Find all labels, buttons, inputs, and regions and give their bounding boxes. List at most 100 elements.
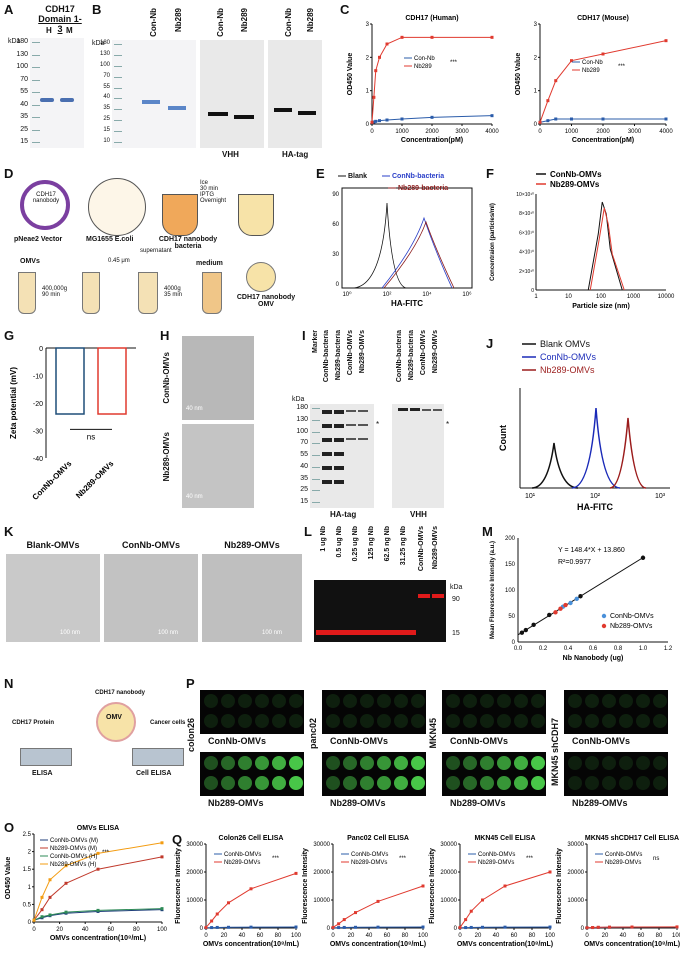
well [497,694,511,708]
panel-b-ha-lane-nb289: Nb289 [306,8,315,33]
b-ladder-band [114,76,122,78]
spin2-text: 4000g 35 min [164,286,183,298]
band-i-vhh-1 [398,408,408,411]
data-point-standard [519,630,525,635]
x-tick-label: 1.0 [639,646,648,652]
data-point [160,855,164,859]
data-point-standard [578,594,583,599]
well [585,694,599,708]
y-tick-label: 30 [332,252,339,258]
plate-colon26-nb289 [200,752,304,796]
data-point [249,925,253,929]
western-blot-i-ha [310,404,374,508]
data-point [400,117,404,121]
legend-label: Nb289-OMVs [478,860,514,866]
x-axis-label: OMVs concentration(10⁸/mL) [330,941,426,948]
x-tick-label: 10⁴ [422,291,432,298]
n-elisa-plate-icon [20,748,72,766]
plasmid-text: CDH17 nanobody [32,192,60,204]
x-tick-label: 10² [383,292,392,298]
well [411,776,425,790]
x-tick-label: 1000 [395,129,409,135]
y-tick-label: 0 [200,926,204,932]
legend-label: Nb289-OMVs [610,623,653,630]
well [463,776,477,790]
a-marker-70: 70 [20,75,28,83]
plate-panc02-connb [322,690,426,734]
b-ladder-band [114,44,122,45]
tube2-icon [82,272,100,314]
scale-k-0: 100 nm [60,630,81,636]
well [360,714,374,728]
i-marker-55: 55 [300,451,308,458]
tem-k-image-blank: 100 nm [6,554,100,642]
medium-label: medium [196,260,223,267]
well [204,694,218,708]
chart-title: Colon26 Cell ELISA [219,835,284,842]
chart-C-human: 0 1000 2000 3000 4000 0 1 2 3 CDH17 (Human) Concen… [347,15,499,144]
equation: Y = 148.4*X + 13.860 [558,547,625,554]
well [238,714,252,728]
tube4-icon [202,272,222,314]
panel-a-lane-h: H [46,26,52,35]
data-point [385,42,389,46]
data-point [400,35,404,39]
data-point [294,871,298,875]
x-tick-label: 1.2 [664,646,673,652]
lane-l-0: 1 ug Nb [320,526,327,552]
legend-label: ConNb-OMVs [540,352,597,362]
x-tick-label: 0.4 [564,646,573,652]
b-marker-130: 130 [99,50,110,57]
panel-c-charts: 0 1000 2000 3000 4000 0 1 2 3 CDH17 (Human) Concen… [347,15,673,144]
y-tick-label: 2 [366,55,370,61]
band-connb [142,100,160,104]
b-ladder-band [114,87,122,89]
chart-C-mouse: 0 1000 2000 3000 4000 0 1 2 3 CDH17 (Mouse) Concen… [515,15,673,144]
panel-label-f: F [486,166,494,181]
x-tick-label: 3000 [455,129,469,135]
plate-label: ConNb-OMVs [450,736,508,746]
data-point [538,120,542,124]
band-l-omv1 [418,594,430,598]
data-point [374,69,378,73]
scale-bar-nb289: 40 nm [186,494,203,500]
a-ladder-band [32,104,40,106]
y-tick-label: -20 [33,401,43,408]
panel-b-kda: kDa [92,40,105,47]
x-tick-label: 0 [585,933,589,939]
data-point [48,895,52,899]
y-tick-label: -40 [33,456,43,463]
lane-i-5: ConNb-bacteria [396,330,403,383]
band-i-ha [322,438,332,442]
panel-label-n: N [4,676,14,691]
well [514,756,528,770]
tem-k-title-2: Nb289-OMVs [224,540,280,550]
panel-label-j: J [486,336,494,351]
data-point-standard [547,612,552,618]
x-tick-label: 0.2 [539,646,548,652]
well [221,714,235,728]
well [289,776,303,790]
significance: *** [526,856,534,862]
a-marker-130: 130 [16,50,28,58]
y-axis-label: Zeta potential (mV) [9,367,18,439]
western-blot-vhh [200,40,264,148]
band-vhh-connb [208,112,228,116]
well [531,694,545,708]
significance: *** [102,850,110,856]
data-point [374,119,378,123]
b-ladder-band [114,54,122,56]
well [272,714,286,728]
x-tick-label: 20 [475,933,482,939]
x-tick-label: 0 [458,933,462,939]
lane-l-5: 31.25 ng Nb [400,526,407,566]
well [238,756,252,770]
data-point [630,925,634,929]
lane-i-7: ConNb-OMVs [420,330,427,376]
b-marker-180: 180 [99,40,110,46]
panel-d-schematic: CDH17 nanobody pNeae2 Vector MG1655 E.col… [12,176,312,316]
data-point-Nb289-OMVs [553,610,558,615]
panel-b-ha-lane-connb: Con-Nb [284,8,293,37]
band-i-ha [322,424,332,428]
